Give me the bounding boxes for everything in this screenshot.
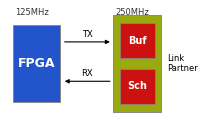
Text: Sch: Sch	[128, 81, 147, 91]
Text: RX: RX	[82, 69, 93, 78]
Text: TX: TX	[82, 30, 93, 39]
Bar	[113, 15, 161, 112]
Bar	[120, 69, 155, 104]
Text: Link
Partner: Link Partner	[167, 54, 198, 73]
Bar	[13, 25, 60, 102]
Text: Buf: Buf	[128, 36, 147, 46]
Bar	[120, 23, 155, 58]
Text: 250MHz: 250MHz	[115, 8, 149, 17]
Text: FPGA: FPGA	[18, 57, 55, 70]
Text: 125MHz: 125MHz	[15, 8, 49, 17]
